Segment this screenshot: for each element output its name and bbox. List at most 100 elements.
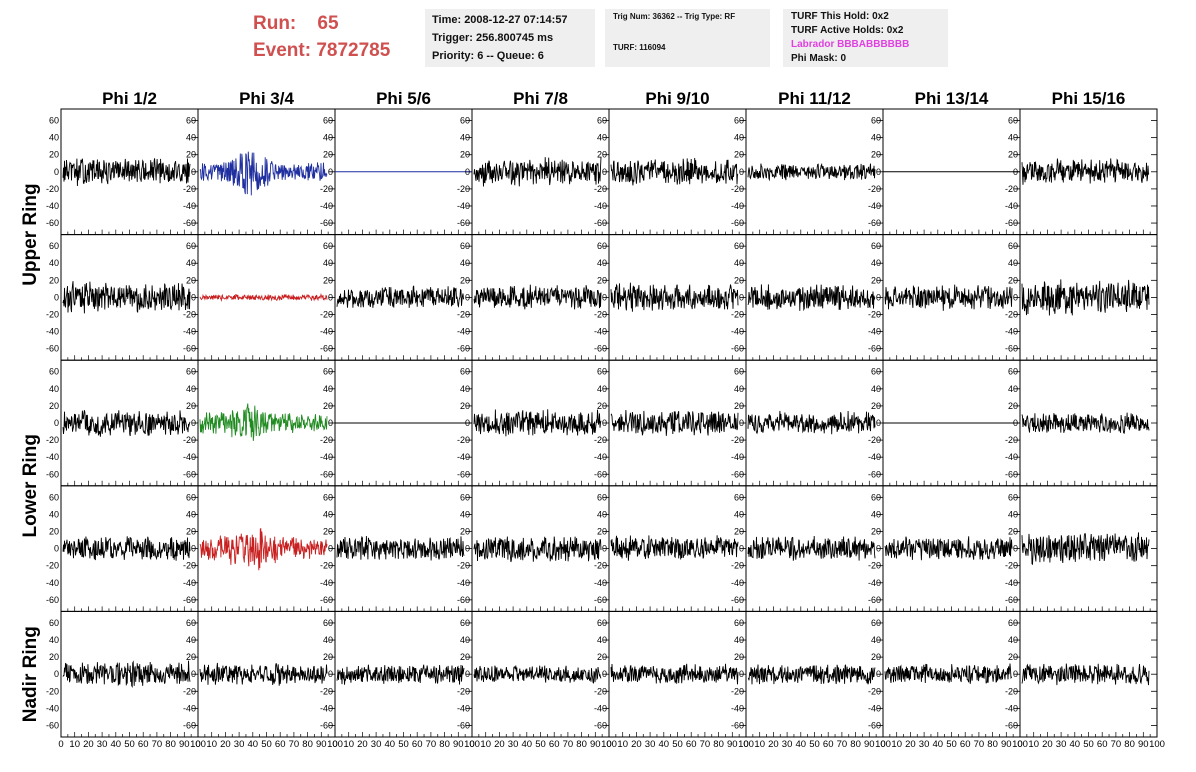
time-text: Time: 2008-12-27 07:14:57 [432, 14, 568, 26]
y-tick-label: 40 [186, 384, 196, 394]
y-tick-label: 40 [597, 384, 607, 394]
x-tick-label: 0 [1017, 739, 1022, 750]
x-tick-label: 10 [206, 739, 217, 750]
y-tick-label: 20 [1008, 652, 1018, 662]
y-tick-label: -20 [1005, 184, 1018, 194]
y-tick-label: -20 [46, 561, 59, 571]
labrador-text: Labrador BBBABBBBBB [791, 39, 910, 50]
y-tick-label: -60 [46, 344, 59, 354]
x-tick-label: 10 [69, 739, 80, 750]
y-tick-label: -60 [868, 595, 881, 605]
y-tick-label: 20 [186, 527, 196, 537]
x-tick-label: 70 [563, 739, 574, 750]
waveform-trace [747, 284, 876, 312]
y-tick-label: 40 [460, 509, 470, 519]
y-tick-label: 0 [602, 544, 607, 554]
y-tick-label: 0 [465, 167, 470, 177]
y-tick-label: 0 [1013, 418, 1018, 428]
y-tick-label: 40 [597, 258, 607, 268]
waveform-trace [747, 535, 876, 561]
y-tick-label: 40 [49, 133, 59, 143]
turf-this-hold-text: TURF This Hold: 0x2 [791, 11, 889, 22]
x-tick-label: 20 [631, 739, 642, 750]
x-tick-label: 20 [1042, 739, 1053, 750]
y-tick-label: 20 [734, 527, 744, 537]
y-tick-label: 40 [186, 509, 196, 519]
waveform-trace [336, 535, 465, 561]
y-tick-label: 60 [1008, 241, 1018, 251]
waveform-trace [199, 662, 328, 686]
x-tick-label: 0 [469, 739, 474, 750]
y-tick-label: -20 [46, 686, 59, 696]
y-tick-label: -40 [46, 452, 59, 462]
run-event-header: Run: 65 Event: 7872785 [253, 10, 390, 64]
column-header-6: Phi 11/12 [778, 89, 851, 108]
y-tick-label: 0 [602, 167, 607, 177]
y-tick-label: -60 [320, 344, 333, 354]
y-tick-label: -60 [183, 344, 196, 354]
x-tick-label: 0 [880, 739, 885, 750]
x-tick-label: 70 [289, 739, 300, 750]
waveform-trace [473, 409, 602, 437]
y-tick-label: -40 [183, 201, 196, 211]
x-tick-label: 60 [960, 739, 971, 750]
x-tick-label: 40 [111, 739, 122, 750]
y-tick-label: 40 [1008, 635, 1018, 645]
y-tick-label: 0 [739, 544, 744, 554]
x-tick-label: 100 [190, 739, 206, 750]
x-tick-label: 100 [875, 739, 891, 750]
x-tick-label: 60 [823, 739, 834, 750]
x-tick-label: 60 [686, 739, 697, 750]
waveform-trace [473, 284, 602, 310]
y-tick-label: -20 [457, 686, 470, 696]
y-tick-label: 60 [186, 492, 196, 502]
y-tick-label: -20 [457, 309, 470, 319]
waveform-trace [748, 664, 876, 685]
y-tick-label: 20 [460, 150, 470, 160]
y-tick-label: 40 [186, 635, 196, 645]
y-tick-label: 0 [54, 167, 59, 177]
y-tick-label: -40 [320, 327, 333, 337]
y-tick-label: 40 [460, 635, 470, 645]
y-tick-label: -40 [731, 327, 744, 337]
y-tick-label: 40 [1008, 384, 1018, 394]
y-tick-label: 60 [734, 492, 744, 502]
y-tick-label: -20 [731, 561, 744, 571]
y-tick-label: 40 [323, 258, 333, 268]
y-tick-label: -40 [320, 703, 333, 713]
waveform-trace [610, 663, 739, 685]
y-tick-label: 0 [54, 669, 59, 679]
y-tick-label: 0 [465, 418, 470, 428]
y-tick-label: 60 [597, 367, 607, 377]
x-tick-label: 20 [768, 739, 779, 750]
y-tick-label: -40 [46, 703, 59, 713]
x-tick-label: 40 [522, 739, 533, 750]
x-tick-label: 10 [343, 739, 354, 750]
y-tick-label: -20 [320, 561, 333, 571]
y-tick-label: 60 [871, 116, 881, 126]
x-tick-label: 100 [1012, 739, 1028, 750]
y-tick-label: 40 [597, 133, 607, 143]
x-tick-label: 10 [617, 739, 628, 750]
y-tick-label: -20 [183, 686, 196, 696]
y-tick-label: -20 [1005, 686, 1018, 696]
y-tick-label: 0 [465, 669, 470, 679]
waveform-trace [1021, 412, 1150, 435]
y-tick-label: 60 [734, 241, 744, 251]
y-tick-label: 40 [49, 384, 59, 394]
y-tick-label: 40 [1008, 258, 1018, 268]
y-tick-label: 0 [328, 669, 333, 679]
x-tick-label: 30 [782, 739, 793, 750]
y-tick-label: -60 [731, 218, 744, 228]
y-tick-label: -40 [1005, 703, 1018, 713]
y-tick-label: 0 [328, 418, 333, 428]
y-tick-label: 0 [876, 292, 881, 302]
waveform-trace [610, 282, 739, 312]
y-tick-label: -40 [594, 201, 607, 211]
y-tick-label: -60 [594, 720, 607, 730]
x-tick-label: 70 [152, 739, 163, 750]
event-label: Event: 7872785 [253, 40, 391, 61]
y-tick-label: -40 [457, 578, 470, 588]
waveform-trace [62, 536, 191, 561]
y-tick-label: -40 [46, 578, 59, 588]
